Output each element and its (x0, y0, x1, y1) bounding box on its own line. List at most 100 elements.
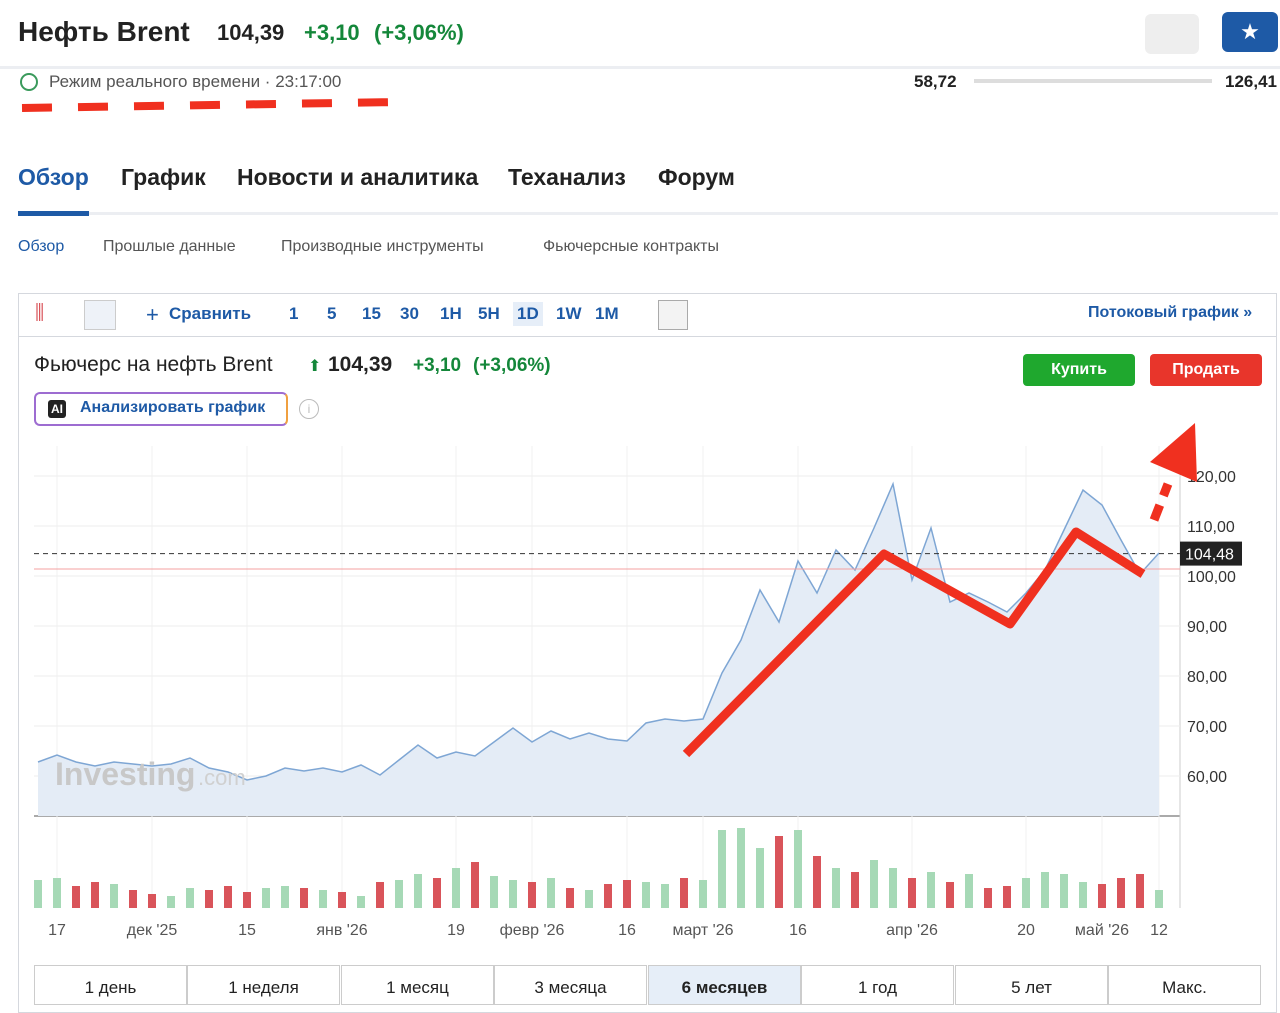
y-tick-label: 100,00 (1187, 569, 1236, 586)
y-tick-label: 60,00 (1187, 769, 1227, 786)
compare-button[interactable]: Сравнить (169, 304, 252, 323)
volume-bar (262, 888, 270, 908)
volume-bar (965, 874, 973, 908)
x-tick-label: апр '26 (886, 922, 938, 939)
interval[interactable]: 1D (513, 302, 543, 326)
tab[interactable]: Форум (658, 164, 735, 190)
volume-bar (528, 882, 536, 908)
volume-bar (452, 868, 460, 908)
volume-bar (490, 876, 498, 908)
volume-bar (737, 828, 745, 908)
volume-bar (946, 882, 954, 908)
period[interactable]: Макс. (1108, 965, 1261, 1005)
volume-bar (433, 878, 441, 908)
price: 104,39 (217, 20, 285, 45)
volume-bar (129, 890, 137, 908)
interval[interactable]: 15 (362, 304, 381, 323)
interval[interactable]: 1 (289, 304, 299, 323)
volume-bar (1022, 878, 1030, 908)
interval[interactable]: 1W (556, 304, 582, 323)
volume-bar (1117, 878, 1125, 908)
x-tick-label: янв '26 (316, 922, 367, 939)
clock-icon (20, 73, 38, 91)
toolbar-divider (18, 336, 1277, 337)
change: +3,10 (304, 20, 360, 45)
period[interactable]: 1 неделя (187, 965, 340, 1005)
y-tick-label: 90,00 (1187, 619, 1227, 636)
interval[interactable]: 5 (327, 304, 337, 323)
layout-icon[interactable] (658, 300, 688, 330)
volume-bar (547, 878, 555, 908)
volume-bar (775, 836, 783, 908)
period[interactable]: 1 месяц (341, 965, 494, 1005)
interval[interactable]: 1M (595, 304, 619, 323)
x-tick-label: март '26 (672, 922, 733, 939)
line-icon[interactable] (84, 300, 116, 330)
watchlist-button[interactable]: ★ (1222, 12, 1278, 52)
x-tick-label: февр '26 (500, 922, 565, 939)
interval[interactable]: 5H (478, 304, 500, 323)
volume-bar (1155, 890, 1163, 908)
tab[interactable]: Теханализ (508, 164, 626, 190)
alert-button[interactable] (1145, 14, 1199, 54)
analyze-label: Анализировать график (80, 399, 266, 416)
volume-bar (1041, 872, 1049, 908)
subtab[interactable]: Производные инструменты (281, 238, 484, 255)
volume-bar (642, 882, 650, 908)
period[interactable]: 1 год (801, 965, 954, 1005)
stream-link[interactable]: Потоковый график » (1088, 304, 1253, 321)
y-tick-label: 80,00 (1187, 669, 1227, 686)
subtab[interactable]: Обзор (18, 238, 65, 255)
title: Нефть Brent (18, 16, 190, 47)
volume-bar (53, 878, 61, 908)
y-tick-label: 70,00 (1187, 719, 1227, 736)
interval[interactable]: 1H (440, 304, 462, 323)
y-tick-label: 120,00 (1187, 469, 1236, 486)
chart-change: +3,10 (413, 355, 462, 376)
plus-icon: + (146, 302, 159, 327)
volume-bar (471, 862, 479, 908)
volume-bar (1079, 882, 1087, 908)
x-tick-label: 16 (618, 922, 636, 939)
x-tick-label: 17 (48, 922, 66, 939)
volume-bar (357, 896, 365, 908)
volume-bar (281, 886, 289, 908)
candle-icon[interactable]: ⫼ (35, 302, 45, 324)
volume-bar (72, 886, 80, 908)
range-high: 126,41 (1225, 72, 1277, 91)
chart-name: Фьючерс на нефть Brent (34, 353, 273, 376)
subtab[interactable]: Прошлые данные (103, 238, 236, 255)
info-icon[interactable]: i (299, 399, 319, 419)
x-tick-label: дек '25 (127, 922, 178, 939)
volume-bar (1098, 884, 1106, 908)
tab-divider (18, 212, 1278, 215)
period[interactable]: 5 лет (955, 965, 1108, 1005)
volume-bar (794, 830, 802, 908)
period[interactable]: 6 месяцев (648, 965, 801, 1005)
analyze-button[interactable] (34, 392, 288, 426)
volume-bar (1060, 874, 1068, 908)
status: Режим реального времени · 23:17:00 (49, 72, 342, 91)
volume-bar (908, 878, 916, 908)
x-tick-label: май '26 (1075, 922, 1129, 939)
period[interactable]: 1 день (34, 965, 187, 1005)
tab[interactable]: Обзор (18, 164, 89, 190)
chart-change-pct: (+3,06%) (473, 355, 551, 376)
range-low: 58,72 (914, 72, 957, 91)
volume-bar (34, 880, 42, 908)
buy-button[interactable]: Купить (1023, 354, 1135, 386)
volume-bar (604, 884, 612, 908)
volume-bar (813, 856, 821, 908)
tab[interactable]: Новости и аналитика (237, 164, 479, 190)
sell-button[interactable]: Продать (1150, 354, 1262, 386)
interval[interactable]: 30 (400, 304, 419, 323)
volume-bar (509, 880, 517, 908)
x-tick-label: 12 (1150, 922, 1168, 939)
volume-bar (148, 894, 156, 908)
period[interactable]: 3 месяца (494, 965, 647, 1005)
annotation-dash (21, 98, 401, 112)
tab[interactable]: График (121, 164, 206, 190)
watermark-suffix: .com (198, 765, 246, 790)
subtab[interactable]: Фьючерсные контракты (543, 238, 720, 255)
